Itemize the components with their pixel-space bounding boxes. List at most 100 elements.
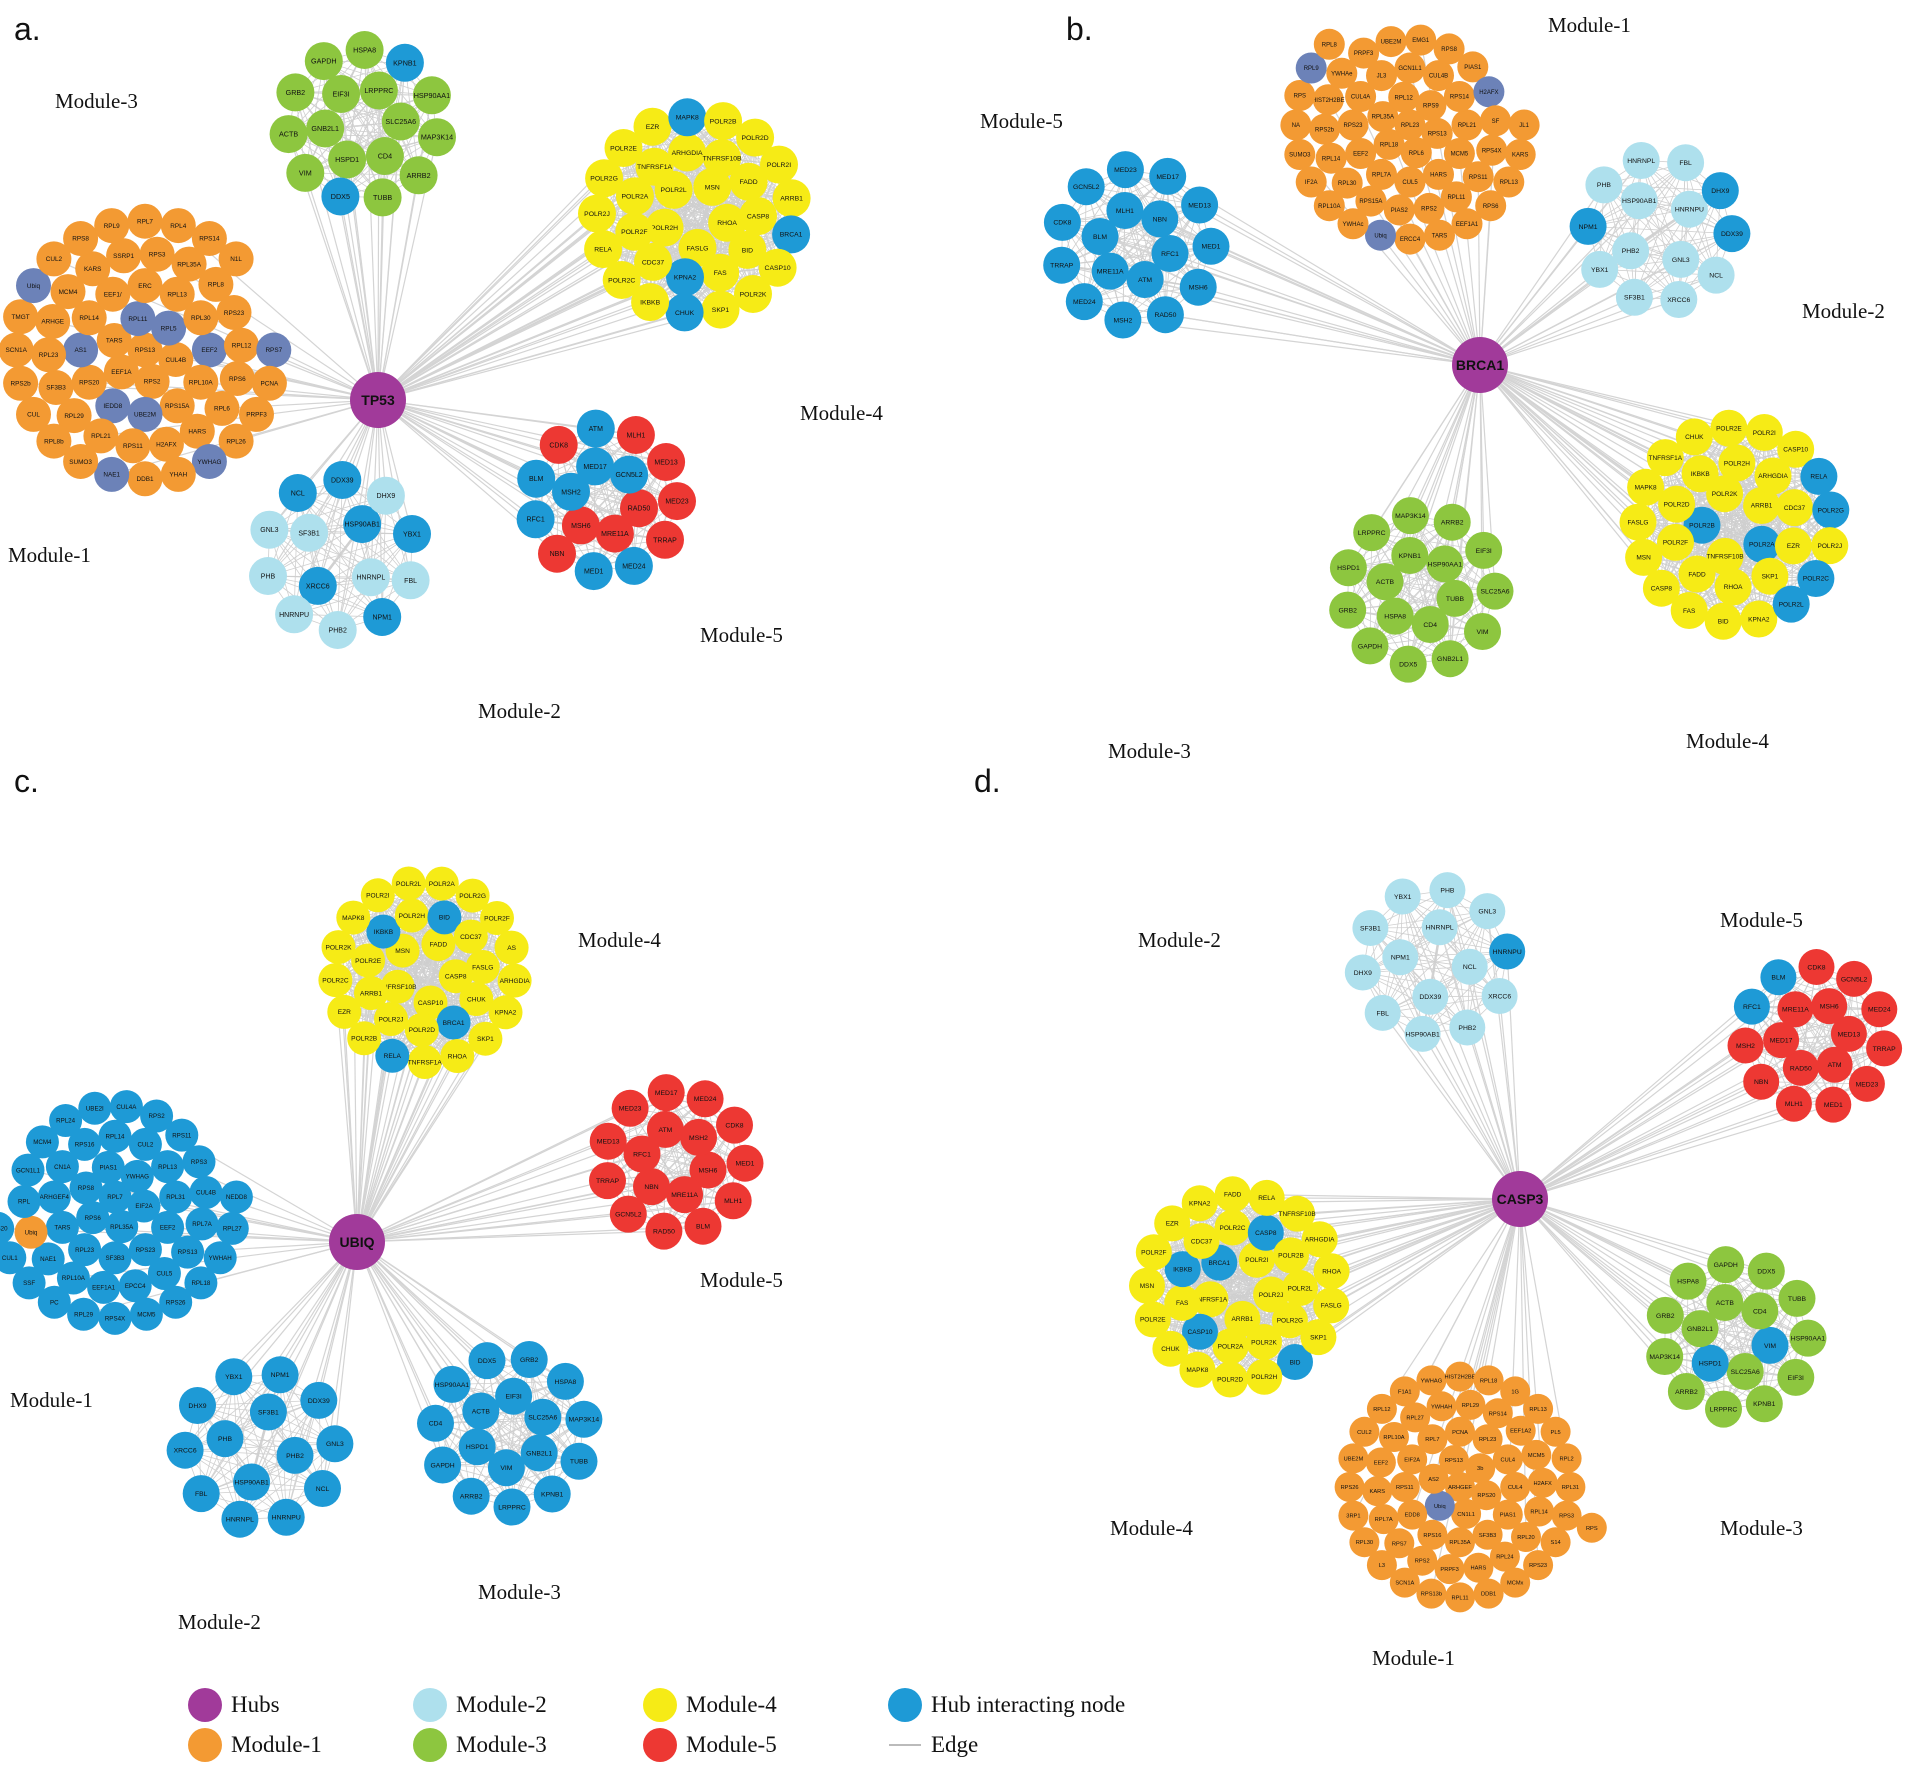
svg-text:ERC: ERC [138,283,152,290]
svg-text:DDX39: DDX39 [1721,231,1743,238]
svg-text:HNRNPU: HNRNPU [1675,207,1704,214]
svg-text:HSP90AA1: HSP90AA1 [414,91,450,100]
svg-text:RPS20: RPS20 [1477,1493,1495,1499]
svg-text:RPL6: RPL6 [214,406,230,413]
svg-text:POLR2A: POLR2A [429,881,456,888]
svg-text:EIF3I: EIF3I [1476,548,1492,555]
svg-text:CUL4: CUL4 [1501,1457,1516,1463]
svg-text:GNB2L1: GNB2L1 [311,124,339,133]
svg-text:RHOA: RHOA [717,220,737,227]
svg-text:MED1: MED1 [1202,244,1221,251]
svg-text:RPL10A: RPL10A [1383,1435,1404,1441]
svg-text:MED1: MED1 [584,569,604,576]
svg-text:BRCA1: BRCA1 [443,1020,465,1027]
svg-text:HNRNPU: HNRNPU [272,1515,301,1522]
svg-text:RPL26: RPL26 [226,438,246,445]
svg-text:RPS4X: RPS4X [1482,148,1502,154]
svg-text:RPS23: RPS23 [136,1247,156,1254]
svg-text:BID: BID [1290,1359,1301,1366]
svg-text:POLR2G: POLR2G [1277,1318,1303,1325]
svg-text:RPS11: RPS11 [1469,175,1488,181]
svg-text:DHX9: DHX9 [188,1403,206,1410]
svg-text:PHB2: PHB2 [329,627,347,634]
svg-text:RPL7A: RPL7A [192,1221,212,1228]
svg-text:LRPPRC: LRPPRC [364,86,393,95]
svg-text:SKP1: SKP1 [477,1036,494,1043]
svg-text:JL3: JL3 [1377,74,1387,80]
svg-text:HSP90AB1: HSP90AB1 [1405,1031,1440,1038]
svg-text:RPS4X: RPS4X [105,1316,125,1323]
svg-text:FBL: FBL [1679,160,1692,167]
svg-text:RPS7: RPS7 [265,347,282,354]
svg-text:CHUK: CHUK [1685,434,1704,441]
svg-text:ARHGDIA: ARHGDIA [1758,473,1788,480]
svg-text:HSPA8: HSPA8 [353,46,376,55]
svg-text:HSP90AB1: HSP90AB1 [1622,198,1657,205]
svg-text:CD4: CD4 [1753,1308,1767,1315]
svg-text:RPS14: RPS14 [199,236,220,243]
svg-text:RPL18: RPL18 [191,1280,210,1287]
svg-text:PHB: PHB [1440,887,1454,894]
svg-text:RPL9: RPL9 [1304,66,1320,72]
svg-text:POLR2E: POLR2E [1140,1317,1166,1324]
svg-text:RPL27: RPL27 [1406,1415,1423,1421]
svg-text:RPS2: RPS2 [144,379,161,386]
svg-text:HARS: HARS [188,428,206,435]
svg-text:NPM1: NPM1 [1579,224,1598,231]
svg-text:EIF3I: EIF3I [1788,1375,1804,1382]
svg-text:POLR2F: POLR2F [484,915,510,922]
svg-text:H2AFX: H2AFX [1534,1481,1553,1487]
svg-text:SF3B1: SF3B1 [258,1409,279,1416]
svg-text:HARS: HARS [1430,173,1447,179]
svg-text:RPL31: RPL31 [166,1194,185,1201]
svg-text:POLR2K: POLR2K [740,291,767,298]
svg-text:RPL23: RPL23 [1479,1437,1496,1443]
svg-text:RPS15A: RPS15A [165,403,190,410]
svg-text:CN1L1: CN1L1 [1457,1512,1475,1518]
svg-text:ARRB2: ARRB2 [1441,520,1464,527]
svg-text:RPL31: RPL31 [1562,1485,1579,1491]
svg-text:RPL13: RPL13 [1500,180,1519,186]
svg-text:H2AFX: H2AFX [1479,90,1498,96]
svg-text:RPL7A: RPL7A [1372,173,1391,179]
svg-text:RPL12: RPL12 [232,343,252,350]
svg-text:BLM: BLM [1771,975,1785,982]
svg-text:TRRAP: TRRAP [596,1178,620,1185]
svg-text:MAP3K14: MAP3K14 [1395,513,1426,520]
svg-text:CASP8: CASP8 [445,974,467,981]
svg-text:BRCA1: BRCA1 [780,232,803,239]
svg-text:EMG1: EMG1 [1412,38,1430,44]
svg-text:EPCC4: EPCC4 [125,1283,146,1290]
svg-text:GCN5L2: GCN5L2 [615,472,642,479]
svg-text:YWHAH: YWHAH [1431,1404,1452,1410]
svg-text:SF: SF [1492,119,1500,125]
svg-text:EEF1A: EEF1A [111,369,132,376]
svg-text:MSH2: MSH2 [689,1135,708,1142]
svg-text:ACTB: ACTB [472,1408,491,1415]
svg-text:TNFRSF10B: TNFRSF10B [703,156,742,163]
svg-text:RPS3: RPS3 [191,1159,208,1166]
svg-text:YBX1: YBX1 [1591,267,1609,274]
svg-text:POLR2K: POLR2K [1712,491,1738,498]
svg-text:SF3B1: SF3B1 [1360,925,1381,932]
svg-text:NAE1: NAE1 [40,1256,57,1263]
svg-text:MRE11A: MRE11A [601,531,629,538]
svg-text:POLR2G: POLR2G [459,893,486,900]
svg-text:EIF3I: EIF3I [505,1394,521,1401]
svg-text:POLR2A: POLR2A [621,194,648,201]
svg-text:RPS11: RPS11 [172,1132,192,1139]
svg-text:ARHGEF4: ARHGEF4 [40,1194,70,1201]
svg-text:MCM4: MCM4 [33,1139,52,1146]
svg-text:Module-3: Module-3 [55,89,138,113]
svg-text:POLR2F: POLR2F [1663,540,1688,547]
svg-text:EEF2: EEF2 [1353,152,1369,158]
svg-text:RPS: RPS [1294,94,1306,100]
svg-text:ACTB: ACTB [1376,579,1395,586]
svg-text:RPS6: RPS6 [1483,204,1499,210]
svg-text:RAD50: RAD50 [1790,1065,1812,1072]
svg-text:TUBB: TUBB [570,1459,589,1466]
svg-text:CUL5: CUL5 [1402,180,1418,186]
svg-text:SF3B1: SF3B1 [298,530,320,537]
svg-text:RPS2b: RPS2b [10,381,31,388]
svg-text:YWHAG: YWHAG [126,1174,150,1181]
